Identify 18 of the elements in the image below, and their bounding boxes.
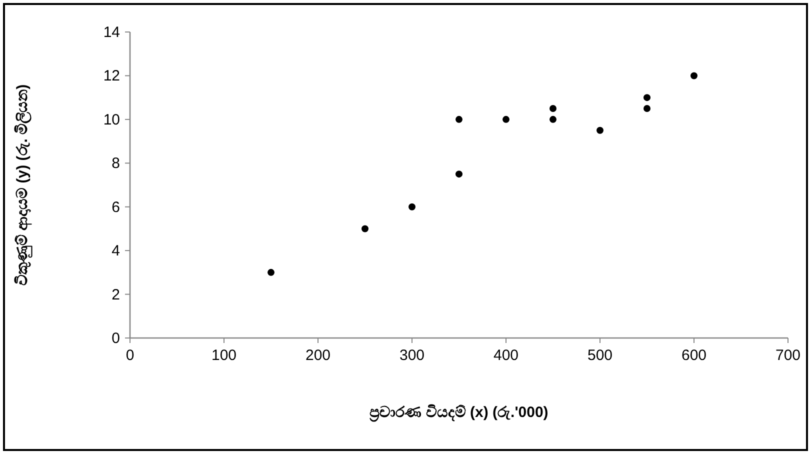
x-tick-label: 700 (775, 347, 801, 364)
x-tick-label: 200 (305, 347, 331, 364)
y-tick-label: 10 (103, 111, 120, 128)
x-tick-label: 500 (587, 347, 613, 364)
x-tick-label: 0 (126, 347, 134, 364)
x-axis-title: ප්‍රචාරණ වියදම් (x) (රු.'000) (370, 404, 548, 423)
y-tick-label: 14 (103, 24, 120, 41)
x-tick-label: 400 (493, 347, 519, 364)
y-tick-label: 4 (112, 242, 120, 260)
x-tick-label: 600 (681, 347, 707, 364)
x-tick-label: 300 (399, 347, 425, 364)
y-tick-label: 2 (112, 286, 120, 304)
y-tick-label: 6 (112, 198, 120, 216)
y-tick-label: 12 (103, 68, 120, 85)
y-tick-label: 0 (112, 330, 120, 347)
y-axis-title: විකුණුම් ආදායම (y) (රු. මිලියන) (14, 84, 33, 286)
x-tick-label: 100 (211, 347, 237, 364)
y-tick-label: 8 (112, 155, 120, 172)
